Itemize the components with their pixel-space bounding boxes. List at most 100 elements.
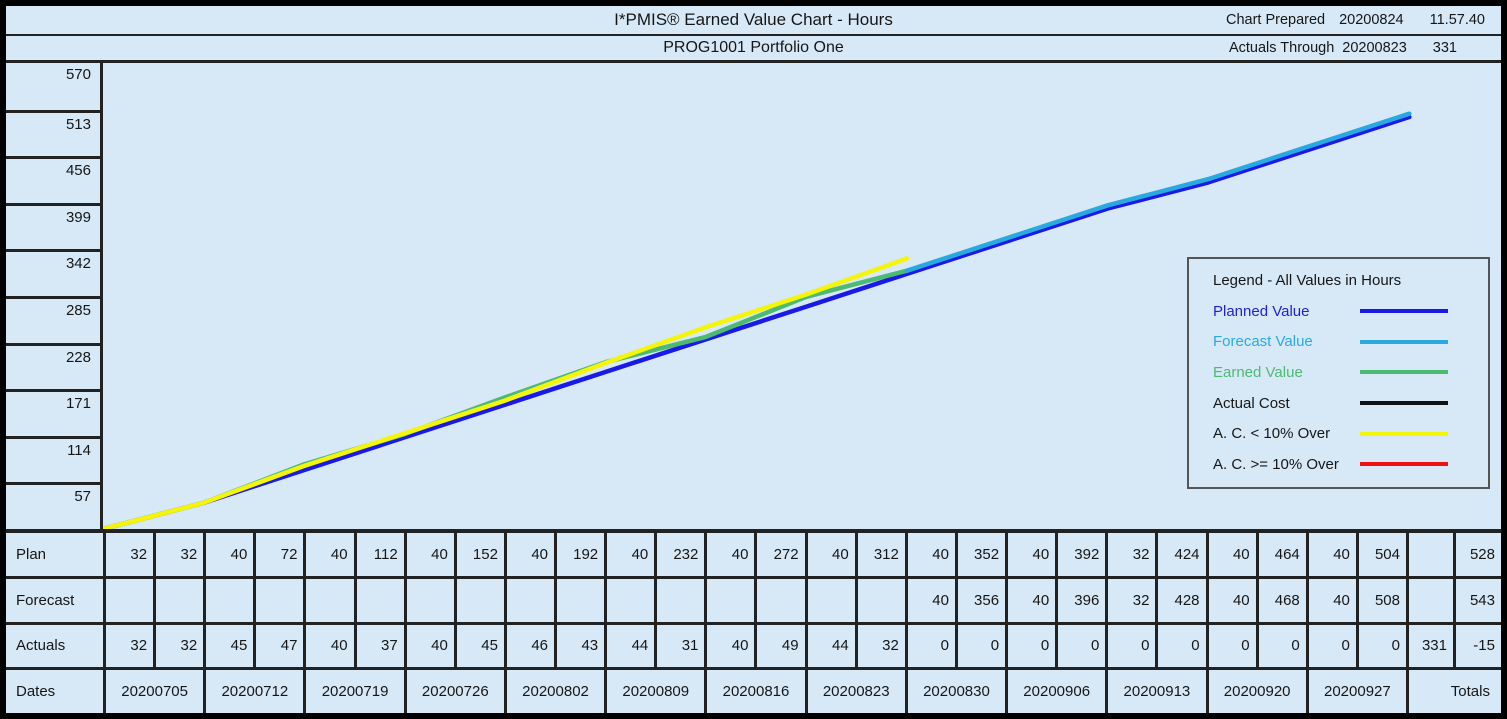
header-row-1: I*PMIS® Earned Value Chart - Hours Chart…: [6, 6, 1501, 34]
plan-row-label: Plan: [6, 533, 103, 576]
actuals-cell: 0: [957, 624, 1006, 668]
plot-area: Legend - All Values in Hours Planned Val…: [103, 63, 1501, 529]
y-axis-label: 228: [6, 342, 100, 390]
date-cell: 20200816: [707, 670, 805, 713]
header-row-2: PROG1001 Portfolio One Actuals Through 20…: [6, 34, 1501, 60]
actuals-cell: 31: [657, 624, 705, 668]
legend-title: Legend - All Values in Hours: [1213, 272, 1402, 289]
actuals-cell: 0: [1008, 624, 1056, 668]
plan-cell: 40: [306, 533, 354, 576]
plan-cell: 392: [1058, 533, 1106, 576]
actuals-cell: 0: [1108, 624, 1156, 668]
forecast-total-cell: 543: [1455, 578, 1501, 622]
date-cell: 20200719: [306, 670, 404, 713]
forecast-cell: 40: [1308, 578, 1356, 622]
forecast-cell: [757, 578, 805, 622]
legend-line-swatch: [1360, 401, 1448, 406]
y-axis-label: 114: [6, 435, 100, 483]
actuals-cell: 40: [406, 624, 454, 668]
actuals-cell: 0: [1308, 624, 1356, 668]
date-cell: 20200913: [1108, 670, 1206, 713]
legend-item-label: Planned Value: [1213, 302, 1310, 320]
actuals-cell: 32: [106, 624, 154, 668]
forecast-cell: [506, 578, 555, 622]
y-axis-label: 570: [65, 66, 91, 83]
forecast-cell: [807, 578, 855, 622]
actuals-cell: 0: [1208, 624, 1256, 668]
chart-region: 570 513 456 399 342 285 228 171 114 57 Legend - A…: [6, 60, 1501, 529]
line-chart: [103, 111, 1412, 529]
legend-item: Actual Cost: [1213, 395, 1448, 412]
actuals-cell: 0: [1058, 624, 1106, 668]
legend-item-label: A. C. < 10% Over: [1213, 425, 1331, 443]
forecast-cell: 508: [1358, 578, 1406, 622]
y-axis-label: 285: [6, 296, 100, 343]
actuals-cell: 0: [907, 624, 955, 668]
actuals-cell: 49: [757, 624, 805, 668]
plan-cell: 32: [106, 533, 154, 576]
actuals-cell: 47: [256, 624, 304, 668]
data-table: Plan 32 32 40 72 40 112 40 152 40 192 40 232 40 272 40 3…: [6, 529, 1501, 713]
plan-pre-total-cell: [1408, 533, 1453, 576]
chart-prepared-label: Chart Prepared: [1225, 12, 1326, 28]
actuals-through-date: 20200823: [1342, 40, 1407, 56]
plan-cell: 32: [156, 533, 204, 576]
actuals-cell: 40: [707, 624, 755, 668]
actuals-cell: 45: [456, 624, 504, 668]
forecast-cell: [607, 578, 655, 622]
totals-label-cell: Totals: [1408, 670, 1501, 713]
plan-cell: 312: [857, 533, 905, 576]
y-axis-label: 57: [6, 482, 100, 529]
date-cell: 20200906: [1008, 670, 1106, 713]
date-cell: 20200705: [106, 670, 204, 713]
forecast-cell: [857, 578, 905, 622]
plan-cell: 40: [707, 533, 755, 576]
forecast-cell: 356: [957, 578, 1006, 622]
plan-cell: 40: [406, 533, 454, 576]
forecast-cell: [206, 578, 254, 622]
actuals-cell: 43: [557, 624, 605, 668]
legend-box: Legend - All Values in Hours Planned Val…: [1187, 257, 1490, 489]
actuals-total-cell: -15: [1455, 624, 1501, 668]
date-cell: 20200726: [406, 670, 504, 713]
plan-cell: 424: [1158, 533, 1206, 576]
date-cell: 20200712: [206, 670, 304, 713]
page-title: I*PMIS® Earned Value Chart - Hours: [614, 10, 893, 29]
y-axis-label: 456: [6, 156, 100, 203]
forecast-cell: 428: [1158, 578, 1206, 622]
actuals-cell: 0: [1358, 624, 1406, 668]
legend-line-swatch: [1360, 370, 1448, 375]
actuals-row-label: Actuals: [6, 624, 103, 668]
forecast-cell: 40: [907, 578, 955, 622]
forecast-cell: 32: [1108, 578, 1156, 622]
actuals-through-info: Actuals Through 20200823 331: [1229, 36, 1501, 60]
plan-cell: 40: [206, 533, 254, 576]
y-axis-label: 399: [6, 202, 100, 250]
plan-cell: 232: [657, 533, 705, 576]
legend-title-row: Legend - All Values in Hours: [1213, 272, 1448, 289]
plan-cell: 40: [907, 533, 955, 576]
y-axis: 570 513 456 399 342 285 228 171 114 57: [6, 63, 103, 529]
legend-item-label: Actual Cost: [1213, 394, 1290, 412]
forecast-cell: [256, 578, 304, 622]
actuals-cell: 37: [356, 624, 404, 668]
actuals-cell: 44: [607, 624, 655, 668]
actuals-through-value: 331: [1432, 40, 1457, 56]
date-cell: 20200809: [607, 670, 705, 713]
plan-cell: 32: [1108, 533, 1156, 576]
forecast-cell: 40: [1008, 578, 1056, 622]
legend-item: Forecast Value: [1213, 333, 1448, 350]
legend-item-label: Forecast Value: [1213, 333, 1313, 351]
forecast-row-label: Forecast: [6, 578, 103, 622]
forecast-cell: [456, 578, 504, 622]
actuals-cell: 32: [857, 624, 905, 668]
y-axis-label: 513: [6, 109, 100, 157]
plan-cell: 504: [1358, 533, 1406, 576]
series-line-planned-value: [103, 114, 1412, 529]
legend-item-label: A. C. >= 10% Over: [1213, 455, 1339, 473]
forecast-cell: [406, 578, 454, 622]
plan-cell: 40: [1008, 533, 1056, 576]
legend-line-swatch: [1360, 431, 1448, 436]
series-line-forecast-value: [904, 111, 1412, 273]
legend-item: A. C. < 10% Over: [1213, 425, 1448, 442]
